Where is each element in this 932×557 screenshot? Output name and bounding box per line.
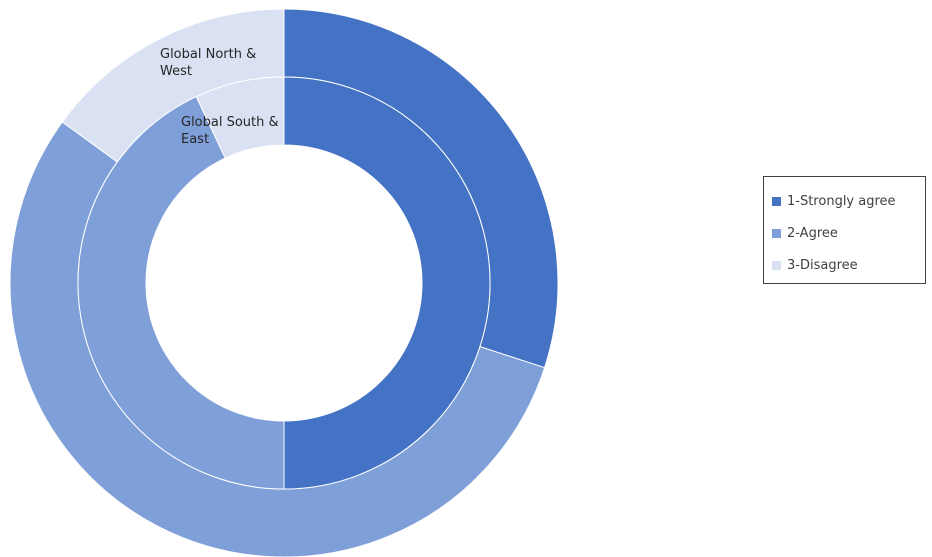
legend-label-disagree: 3-Disagree	[787, 257, 858, 273]
legend-swatch-agree	[772, 228, 781, 238]
outer-ring-label-line-2: West	[160, 64, 192, 79]
legend-item-strongly-agree[interactable]: 1-Strongly agree	[772, 185, 925, 217]
inner-slice-disagree[interactable]	[195, 76, 285, 159]
doughnut-chart: Global North & West Global South & East	[9, 8, 559, 557]
legend-swatch-strongly-agree	[772, 196, 781, 206]
legend-item-agree[interactable]: 2-Agree	[772, 217, 925, 249]
legend-label-agree: 2-Agree	[787, 225, 838, 241]
outer-ring-global-north-west	[9, 8, 559, 557]
chart-legend: 1-Strongly agree 2-Agree 3-Disagree	[763, 176, 926, 284]
inner-slice-agree[interactable]	[77, 95, 285, 490]
inner-ring-global-south-east	[77, 76, 491, 490]
outer-ring-label: Global North & West	[160, 47, 260, 79]
legend-label-strongly-agree: 1-Strongly agree	[787, 193, 896, 209]
inner-ring-label: Global South & East	[181, 115, 283, 147]
legend-swatch-disagree	[772, 260, 781, 270]
outer-ring-label-line-1: Global North &	[160, 47, 256, 62]
inner-ring-label-line-2: East	[181, 132, 209, 147]
inner-slice-strongly-agree[interactable]	[283, 76, 491, 490]
inner-ring-label-line-1: Global South &	[181, 115, 279, 130]
legend-item-disagree[interactable]: 3-Disagree	[772, 249, 925, 281]
